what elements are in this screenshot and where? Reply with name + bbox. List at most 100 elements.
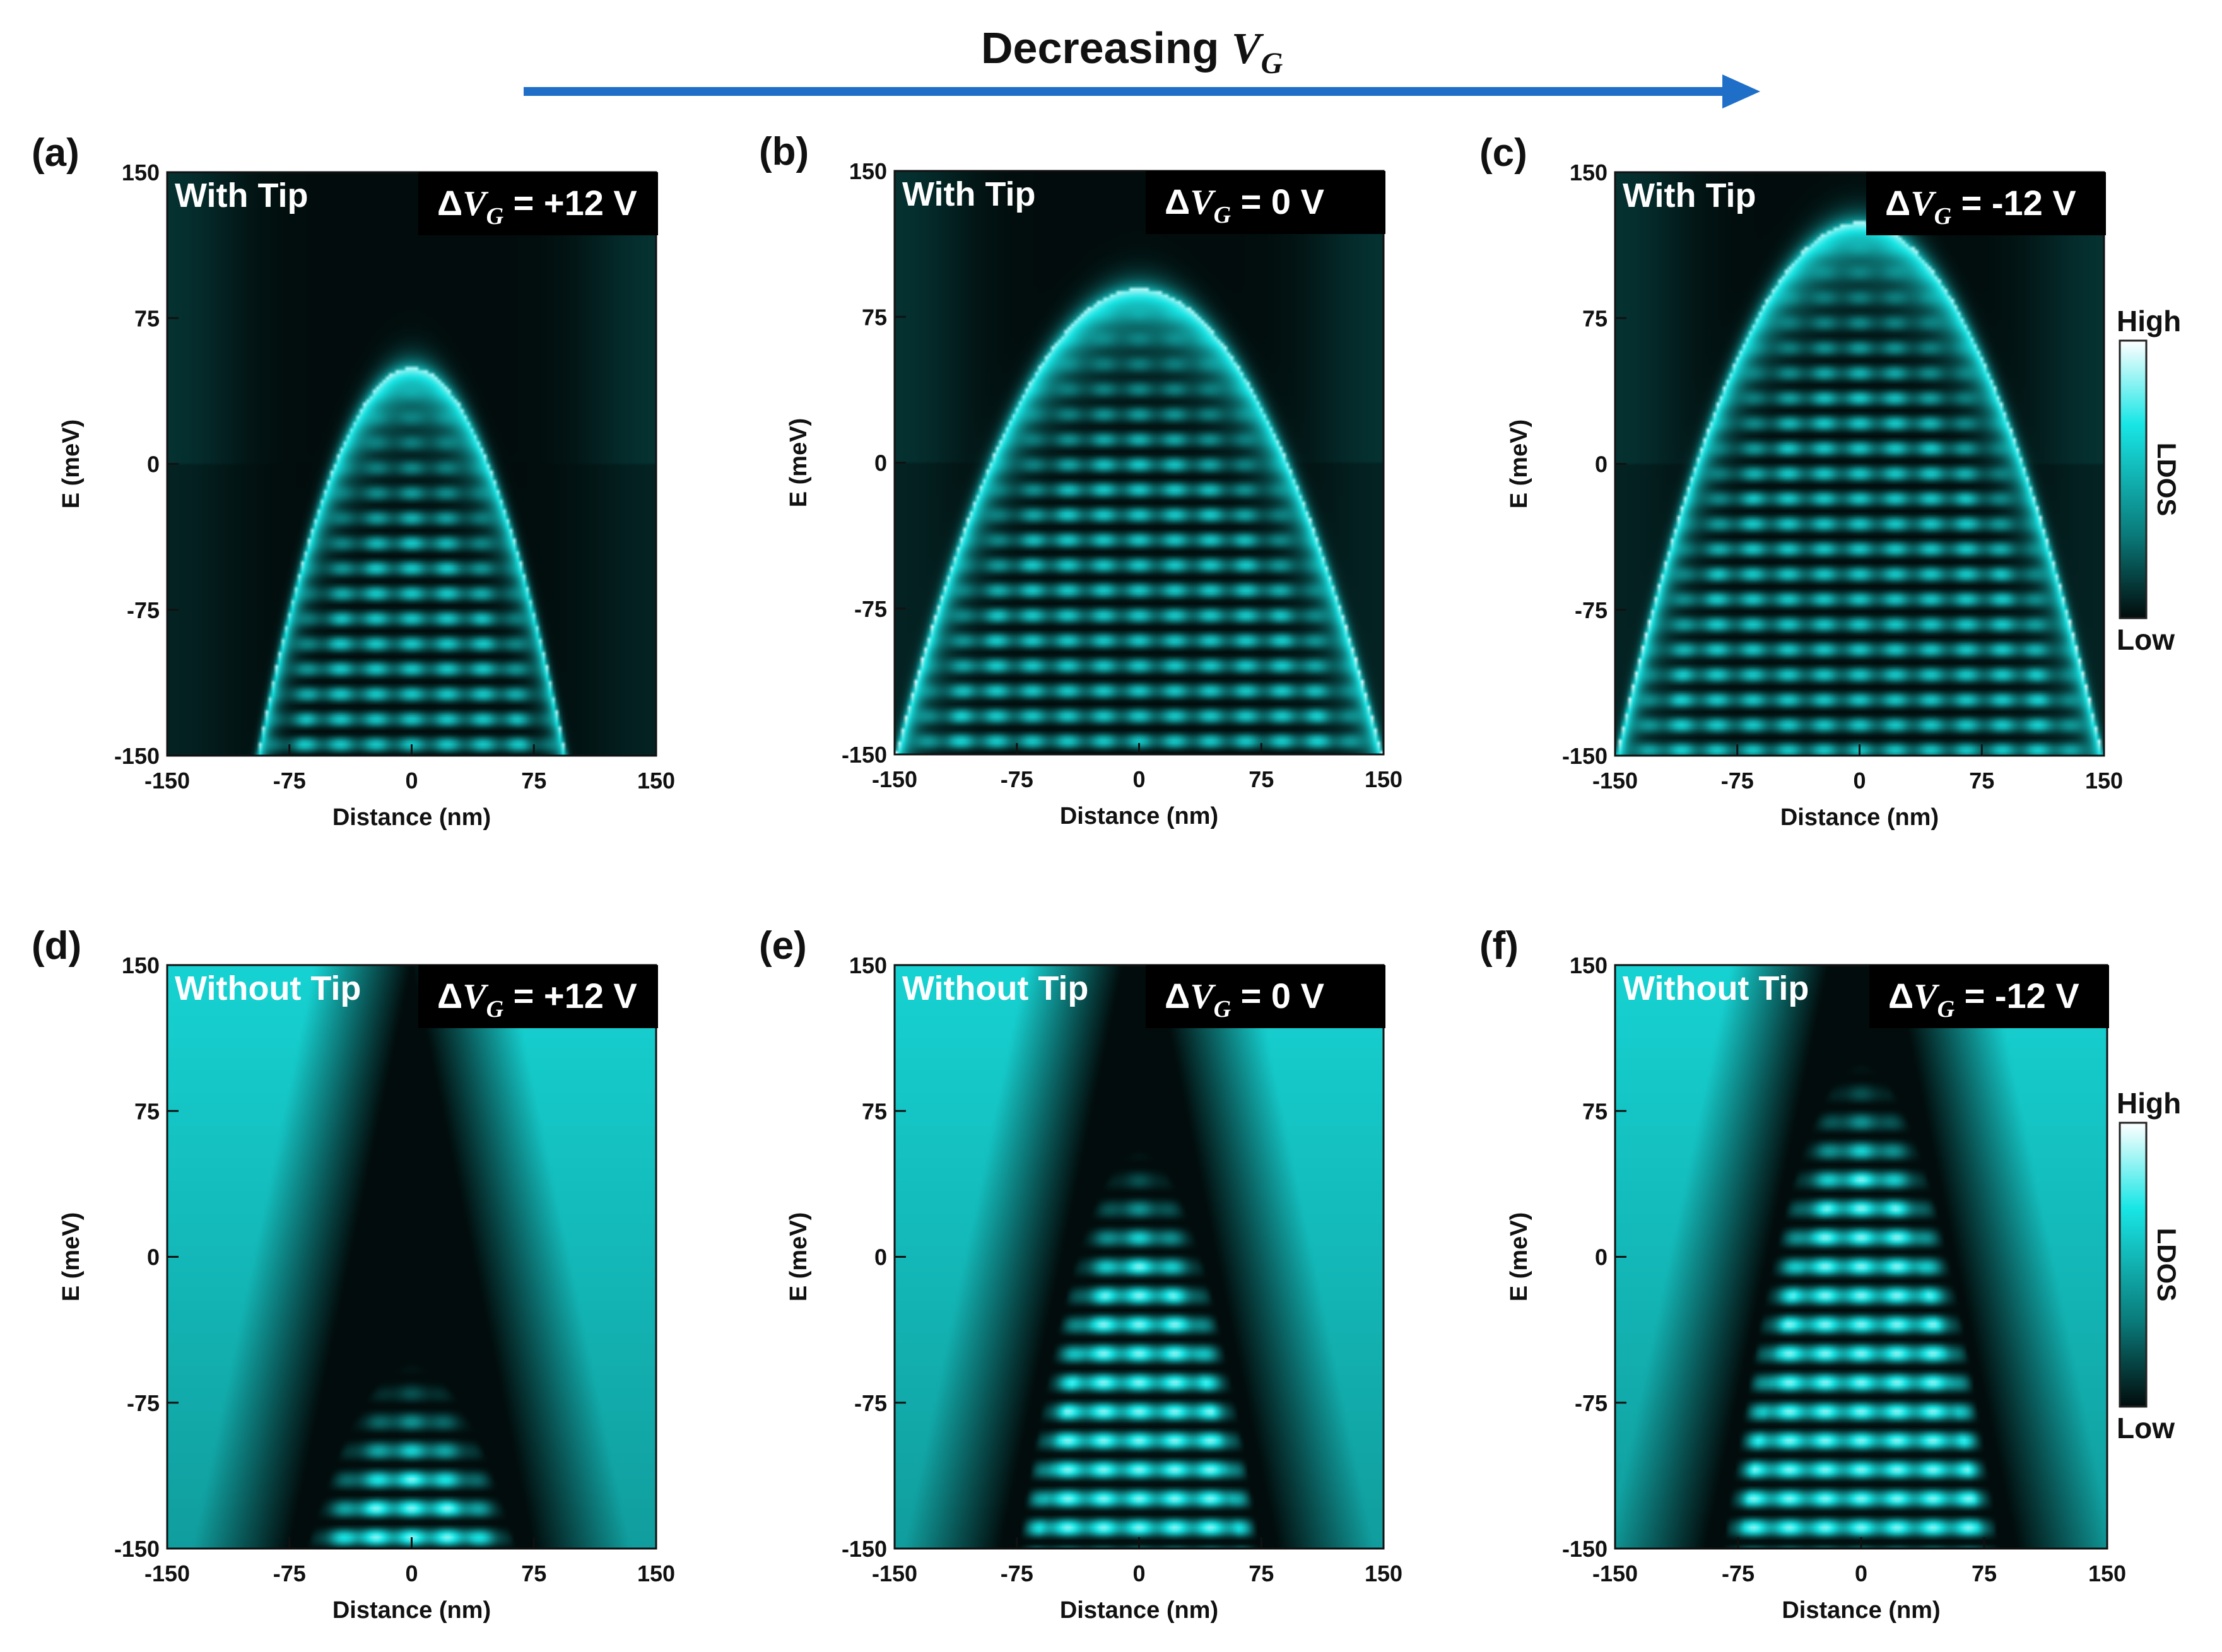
panel-b-xtick-label: -75 — [1001, 766, 1033, 792]
panel-a-ytick-label: -75 — [127, 597, 160, 623]
panel-c-heatmap — [1615, 172, 2104, 756]
panel-e-xtick-label: 75 — [1249, 1561, 1274, 1586]
panel-f-xtick-label: -150 — [1592, 1561, 1638, 1586]
panel-d-ytick-label: 75 — [134, 1098, 160, 1124]
panel-f-xtick-label: 0 — [1855, 1561, 1867, 1586]
panel-b-dv-box — [1146, 171, 1385, 234]
panel-f-ytick-label: -75 — [1575, 1390, 1608, 1416]
panel-c-xtick-label: 150 — [2085, 768, 2123, 794]
panel-e-xtick-label: 0 — [1132, 1561, 1145, 1586]
panel-b: (b) With Tip ΔVG = 0 V 150 75 0 -75 -150-150 -75… — [759, 130, 1402, 829]
panel-e-tip-label: Without Tip — [902, 970, 1088, 1007]
panel-c-ytick-label: 150 — [1570, 160, 1608, 185]
panel-d-ylabel: E (meV) — [58, 1212, 85, 1301]
panel-f-tip-label: Without Tip — [1623, 970, 1809, 1007]
panel-c-tip-label: With Tip — [1623, 177, 1756, 214]
panel-a-xtick-label: 150 — [637, 768, 675, 794]
panel-e: (e) Without Tip ΔVG = 0 V 150 75 0 -75 -150-150… — [759, 924, 1402, 1624]
panel-b-heatmap — [895, 171, 1384, 754]
panels-group: (a)With Tip ΔVG = +12 V150750-75-150-150-… — [32, 130, 2126, 1624]
colorbar-bottom-low: Low — [2117, 1412, 2175, 1444]
panel-c-dv-label: ΔVG = -12 V — [1885, 183, 2076, 230]
panel-a: (a) With Tip ΔVG = +12 V 150 75 0 -75 -150-150 -… — [32, 131, 675, 831]
panel-f-xtick-label: 75 — [1972, 1561, 1997, 1586]
panel-a-ytick-label: 150 — [122, 160, 160, 185]
panel-c: (c) With Tip ΔVG = -12 V 150 75 0 -75 -150-150 -… — [1479, 131, 2123, 831]
panel-e-ylabel: E (meV) — [785, 1212, 812, 1301]
panel-a-xtick-label: -150 — [144, 768, 190, 794]
panel-d-xtick-label: 0 — [405, 1561, 418, 1586]
colorbar-top: High Low LDOS — [2117, 305, 2182, 656]
panel-f-xlabel: Distance (nm) — [1782, 1597, 1940, 1624]
panel-c-dv-box — [1866, 172, 2106, 235]
panel-f-xtick-label: -75 — [1722, 1561, 1755, 1586]
panel-b-xtick-label: 0 — [1132, 766, 1145, 792]
panel-e-xtick-label: -150 — [872, 1561, 917, 1586]
panel-f: (f) Without Tip ΔVG = -12 V 150 75 0 -75 -150-1… — [1479, 924, 2126, 1624]
panel-f-label: (f) — [1479, 924, 1519, 968]
panel-f-ytick-label: 0 — [1595, 1245, 1608, 1270]
panel-b-ytick-label: 0 — [874, 450, 887, 476]
panel-d-ytick-label: 150 — [122, 952, 160, 978]
panel-c-ytick-label: 0 — [1595, 452, 1608, 477]
panel-a-xtick-label: -75 — [273, 768, 306, 794]
panel-d-dv-box — [418, 965, 658, 1028]
panel-c-xtick-label: -150 — [1592, 768, 1638, 794]
panel-c-ylabel: E (meV) — [1506, 419, 1532, 508]
panel-e-ytick-label: 0 — [874, 1245, 887, 1270]
panel-a-xtick-label: 75 — [521, 768, 546, 794]
panel-d-tip-label: Without Tip — [175, 970, 361, 1007]
panel-e-xtick-label: 150 — [1365, 1561, 1402, 1586]
panel-a-ylabel: E (meV) — [58, 419, 85, 508]
colorbar-bottom: High Low LDOS — [2117, 1087, 2182, 1444]
panel-f-dv-label: ΔVG = -12 V — [1888, 976, 2079, 1022]
panel-c-ytick-label: -75 — [1575, 597, 1608, 623]
direction-arrow-head — [1722, 74, 1760, 108]
panel-b-xtick-label: 75 — [1249, 766, 1274, 792]
panel-b-tip-label: With Tip — [902, 175, 1035, 213]
colorbar-top-high: High — [2117, 305, 2181, 337]
panel-d-dv-label: ΔVG = +12 V — [437, 976, 637, 1022]
panel-b-ytick-label: 75 — [862, 304, 887, 330]
panel-e-ytick-label: -150 — [842, 1536, 887, 1562]
panel-e-dv-box — [1146, 965, 1385, 1028]
heading-title: Decreasing VG — [981, 23, 1283, 80]
colorbar-top-label: LDOS — [2152, 443, 2182, 517]
panel-d-xtick-label: -150 — [144, 1561, 190, 1586]
panel-a-heatmap — [167, 172, 656, 756]
panel-a-xtick-label: 0 — [405, 768, 418, 794]
panel-c-label: (c) — [1479, 131, 1527, 175]
panel-a-ytick-label: 75 — [134, 305, 160, 331]
colorbar-bottom-gradient — [2119, 1122, 2148, 1408]
panel-f-ylabel: E (meV) — [1506, 1212, 1532, 1301]
panel-b-ytick-label: -150 — [842, 742, 887, 768]
colorbar-bottom-label: LDOS — [2152, 1228, 2182, 1302]
panel-a-ytick-label: -150 — [114, 743, 160, 769]
panel-f-ytick-label: -150 — [1562, 1536, 1608, 1562]
panel-e-ytick-label: 150 — [849, 952, 887, 978]
panel-c-ytick-label: 75 — [1582, 305, 1608, 331]
panel-f-dv-box — [1869, 965, 2109, 1028]
panel-f-ytick-label: 150 — [1570, 952, 1608, 978]
panel-e-ytick-label: -75 — [854, 1390, 887, 1416]
panel-f-ytick-label: 75 — [1582, 1098, 1608, 1124]
panel-c-ytick-label: -150 — [1562, 743, 1608, 769]
panel-a-tip-label: With Tip — [175, 177, 308, 214]
panel-b-label: (b) — [759, 130, 809, 173]
panel-d-ytick-label: 0 — [147, 1245, 160, 1270]
panel-d-xlabel: Distance (nm) — [332, 1597, 491, 1624]
panel-c-xtick-label: 75 — [1969, 768, 1994, 794]
panel-b-xtick-label: -150 — [872, 766, 917, 792]
panel-f-heatmap — [1615, 965, 2107, 1549]
panel-a-ytick-label: 0 — [147, 452, 160, 477]
panel-a-xlabel: Distance (nm) — [332, 804, 491, 831]
panel-b-ytick-label: 150 — [849, 158, 887, 184]
colorbar-top-low: Low — [2117, 623, 2175, 656]
panel-b-dv-label: ΔVG = 0 V — [1165, 182, 1324, 228]
colorbar-top-gradient — [2119, 339, 2148, 619]
panel-e-xlabel: Distance (nm) — [1060, 1597, 1218, 1624]
panel-d-ytick-label: -75 — [127, 1390, 160, 1416]
panel-c-xtick-label: -75 — [1721, 768, 1754, 794]
panel-a-label: (a) — [32, 131, 79, 175]
